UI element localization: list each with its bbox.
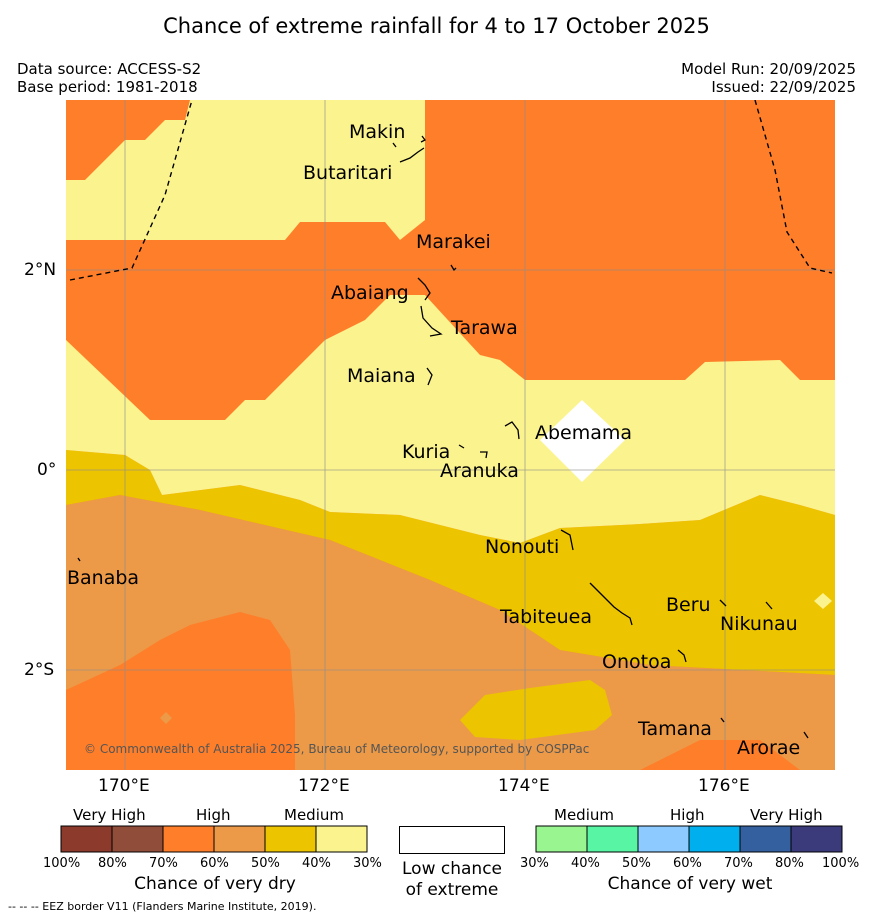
legend-wet-swatch [535,825,588,853]
legend-wet-swatch [637,825,690,853]
place-label-onotoa: Onotoa [602,651,672,673]
issued-date: Issued: 22/09/2025 [711,78,856,96]
islands [77,135,809,739]
eez-border [69,100,833,281]
copyright-notice: © Commonwealth of Australia 2025, Bureau… [84,742,590,756]
legend-dry-medium: Medium [284,806,344,824]
data-source: Data source: ACCESS-S2 [17,60,202,78]
place-label-nonouti: Nonouti [485,536,560,558]
legend-wet-tick: 30% [520,856,549,871]
lat-label-2n: 2°N [24,260,57,280]
region-low-chance [540,400,625,482]
legend-dry-tick: 30% [353,856,382,871]
legend-dry-tick: 60% [200,856,229,871]
place-label-tamana: Tamana [638,718,712,740]
legend-dry-tick: 40% [302,856,331,871]
legend-wet-medium: Medium [554,806,614,824]
data-info: Data source: ACCESS-S2 Base period: 1981… [17,60,201,96]
legend-wet-tick: 100% [822,856,860,871]
lon-label-170e: 170°E [98,776,150,796]
gridlines [66,100,835,770]
place-label-tabiteuea: Tabiteuea [500,606,592,628]
place-label-marakei: Marakei [416,231,491,253]
legend-wet-tick: 40% [571,856,600,871]
place-label-makin: Makin [349,121,406,143]
place-label-maiana: Maiana [347,365,416,387]
legend-dry-high: High [196,806,231,824]
legend-dry-tick: 70% [149,856,178,871]
legend-wet-tick: 60% [673,856,702,871]
legend-wet-swatch [739,825,792,853]
lon-label-174e: 174°E [498,776,550,796]
place-label-nikunau: Nikunau [720,613,798,635]
base-period: Base period: 1981-2018 [17,78,198,96]
region-medium-dry-40 [66,295,835,543]
region-high-dry [66,495,835,770]
legend-wet-caption: Chance of very wet [607,874,773,894]
run-info: Model Run: 20/09/2025 Issued: 22/09/2025 [681,60,856,96]
region-medium-dry-patch [814,593,832,609]
legend-dry-swatch [111,825,164,853]
legend-dry-swatch [213,825,266,853]
legend-wet-swatch [688,825,741,853]
legend-dry-colorbar [60,825,368,853]
eez-footnote: -- -- -- EEZ border V11 (Flanders Marine… [8,900,317,913]
legend-low-caption: Low chance of extreme [390,859,514,901]
place-label-kuria: Kuria [402,441,451,463]
legend-wet-high: High [670,806,705,824]
place-label-aranuka: Aranuka [440,460,519,482]
legend-wet-tick: 70% [724,856,753,871]
lat-label-2s: 2°S [24,660,55,680]
legend-wet-colorbar [535,825,843,853]
place-label-arorae: Arorae [737,737,801,759]
page-title: Chance of extreme rainfall for 4 to 17 O… [163,14,710,38]
legend-wet-swatch [586,825,639,853]
legend-wet-tick: 50% [622,856,651,871]
place-label-tarawa: Tarawa [451,317,518,339]
legend-dry-caption: Chance of very dry [134,874,296,894]
legend-dry-tick: 80% [98,856,127,871]
place-label-abemama: Abemama [535,422,633,444]
model-run: Model Run: 20/09/2025 [681,60,856,78]
legend-dry-swatch [264,825,317,853]
legend-dry-very-high: Very High [73,806,146,824]
region-high-dry-patch [160,712,172,724]
place-label-beru: Beru [666,594,711,616]
lon-label-176e: 176°E [698,776,750,796]
legend-wet-swatch [790,825,843,853]
region-medium-dry-40-north [66,100,425,240]
region-medium-dry-50 [66,450,835,675]
legend-wet-tick: 80% [775,856,804,871]
legend-dry-swatch [315,825,368,853]
legend-dry-tick: 50% [251,856,280,871]
place-label-abaiang: Abaiang [331,282,409,304]
legend-dry-swatch [60,825,113,853]
legend-low-swatch [399,826,505,854]
legend-dry-tick: 100% [43,856,81,871]
legend-wet-very-high: Very High [750,806,823,824]
place-label-banaba: Banaba [67,567,140,589]
lat-label-0: 0° [37,460,57,480]
lon-label-172e: 172°E [298,776,350,796]
legend-low-caption-line1: Low chance [402,859,502,879]
place-label-butaritari: Butaritari [303,162,393,184]
legend-low-caption-line2: of extreme [405,880,499,900]
legend-dry-swatch [162,825,215,853]
region-medium-dry-50-south [460,680,612,740]
